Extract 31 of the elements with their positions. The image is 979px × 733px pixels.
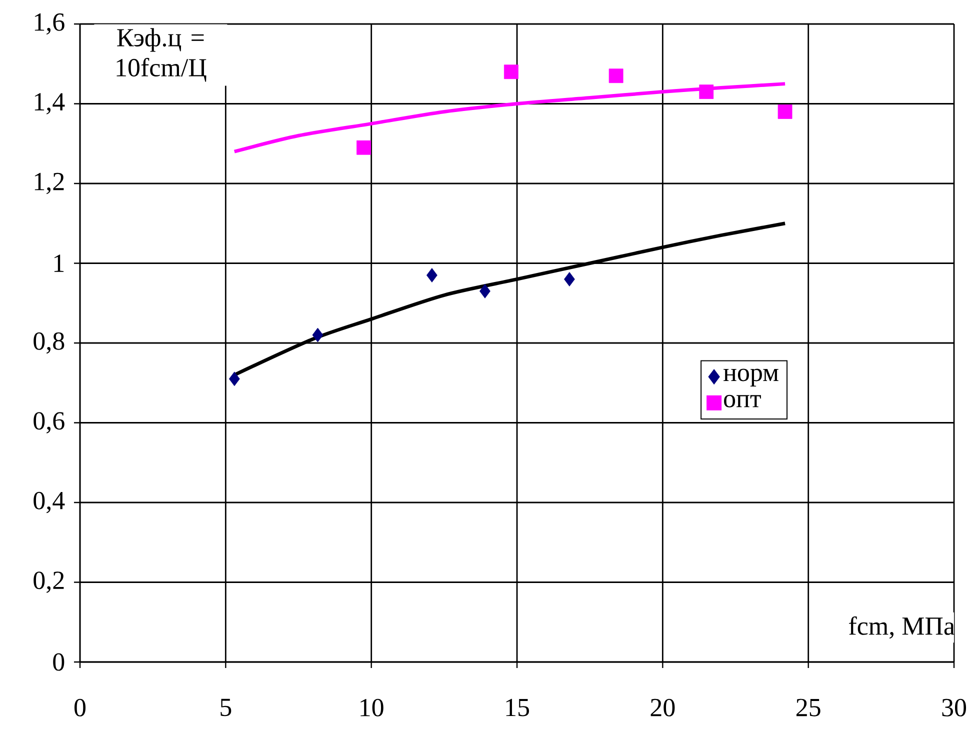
point [699,84,714,99]
y-axis-title: Кэф.ц = 10fcm/Ц [116,28,206,82]
y-tick-label: 1,6 [34,13,64,35]
x-tick-label: 15 [506,698,529,716]
x-axis-title: fcm, МПа [848,616,955,639]
x-tick-label: 20 [650,698,675,716]
point [426,268,438,282]
x-tick-label: 5 [220,698,232,716]
point [778,104,792,119]
x-tick-label: 10 [360,698,384,716]
legend-label: норм [724,368,778,386]
y-tick-label: 0,8 [34,332,64,354]
y-tick-label: 0,6 [34,412,64,434]
point [480,284,490,298]
y-tick-label: 1,4 [34,93,65,114]
legend-label: опт [724,394,761,408]
y-tick-label: 1,2 [34,172,64,194]
point [564,272,575,286]
x-tick-label: 30 [942,698,966,716]
y-tick-label: 1 [54,254,64,272]
y-tick-label: 0,4 [34,492,65,514]
point [312,328,324,342]
point [504,64,518,80]
line-series [232,82,787,154]
point [608,68,624,84]
x-tick-label: 25 [796,698,820,716]
x-tick-label: 0 [74,698,86,716]
point [228,372,240,386]
point [356,140,371,155]
y-tick-label: 0 [53,653,64,671]
y-tick-label: 0,2 [34,572,64,593]
